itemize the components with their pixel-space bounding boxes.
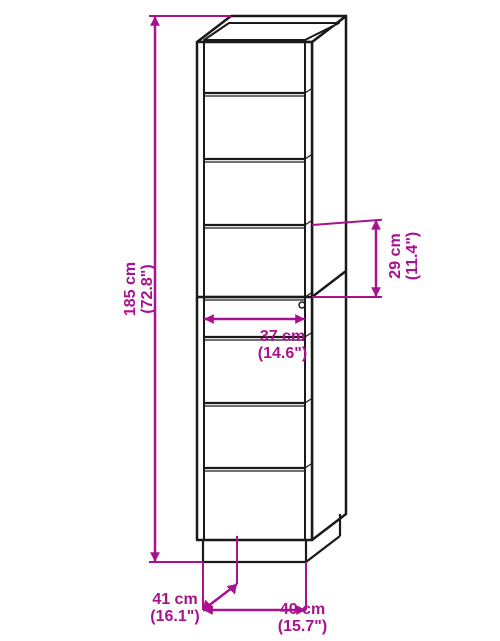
dim-depth-in: (16.1") bbox=[150, 608, 199, 625]
dim-depth-cm: 41 cm bbox=[152, 591, 197, 608]
dim-height-in: (72.8") bbox=[139, 264, 156, 313]
dim-height-cm: 185 cm bbox=[122, 262, 139, 316]
dimension-overlay: 185 cm(72.8") 29 cm(11.4") 37 cm(14.6") 41 … bbox=[0, 0, 500, 641]
dim-front-width: 40 cm(15.7") bbox=[278, 601, 327, 635]
dim-height: 185 cm(72.8") bbox=[122, 262, 156, 316]
dim-shelf-gap: 29 cm(11.4") bbox=[387, 232, 421, 281]
dim-inner-width-cm: 37 cm bbox=[260, 328, 305, 345]
dim-shelf-gap-in: (11.4") bbox=[404, 232, 421, 281]
dim-depth: 41 cm(16.1") bbox=[150, 591, 199, 625]
dim-front-width-cm: 40 cm bbox=[280, 601, 325, 618]
dim-shelf-gap-cm: 29 cm bbox=[387, 233, 404, 278]
dim-inner-width: 37 cm(14.6") bbox=[258, 328, 307, 362]
dim-inner-width-in: (14.6") bbox=[258, 345, 307, 362]
dim-front-width-in: (15.7") bbox=[278, 618, 327, 635]
